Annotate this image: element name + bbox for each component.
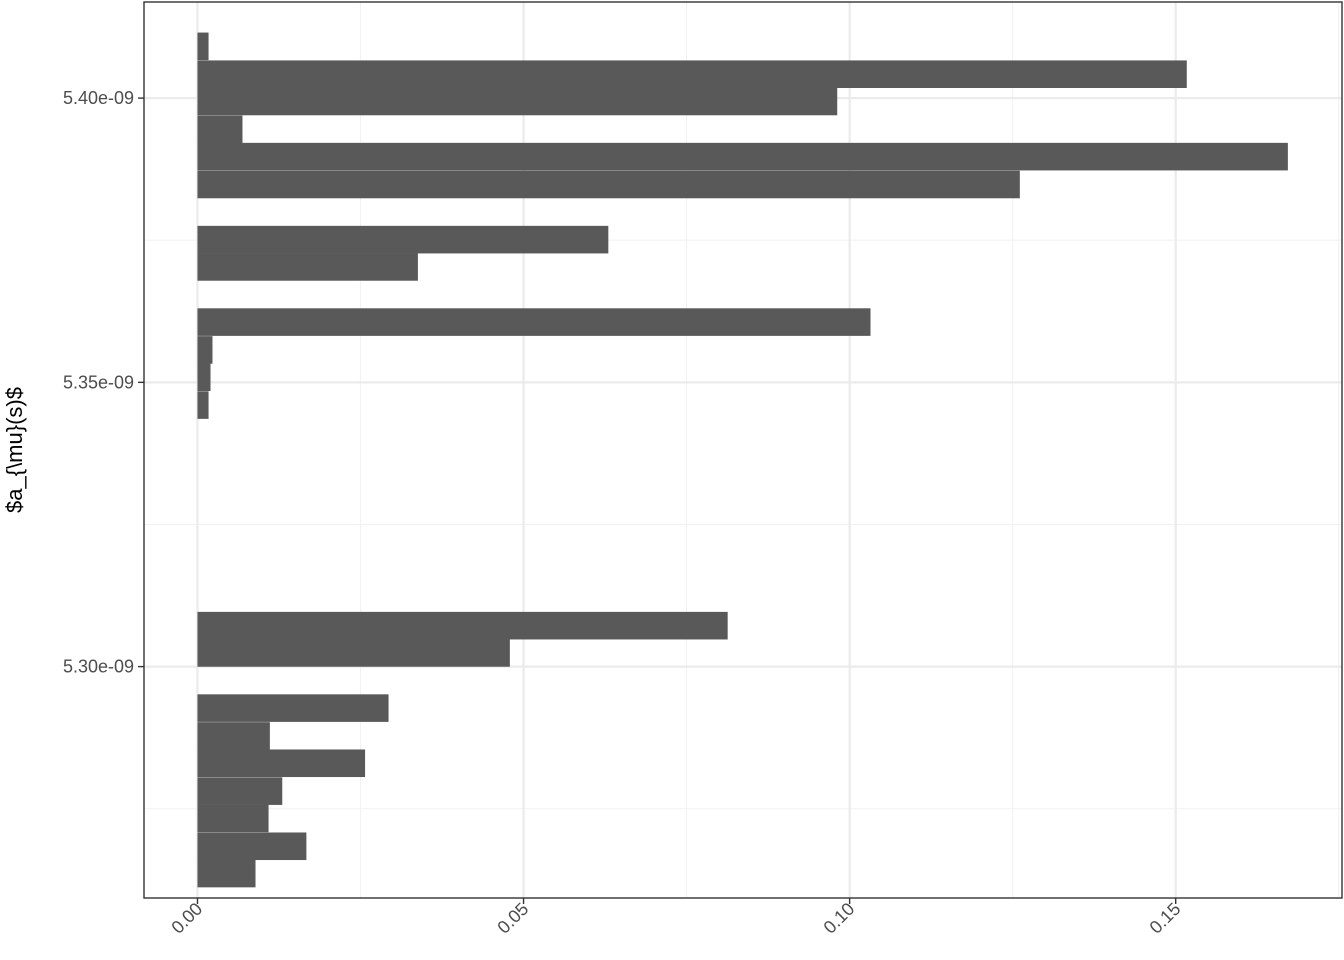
x-axis-ticks: 0.00 0.05 0.10 0.15	[167, 898, 1185, 938]
histogram-bar	[197, 32, 209, 61]
panel-border	[143, 1, 1343, 899]
histogram-bar	[197, 391, 209, 419]
y-axis-title: $a_{\mu}(s)$	[2, 387, 27, 513]
histogram-bar	[197, 694, 389, 722]
histogram-bar	[197, 611, 728, 640]
histogram-bar	[197, 87, 838, 116]
histogram-bar	[197, 115, 243, 144]
histogram-bar	[197, 749, 366, 778]
x-tick-label: 0.15	[1146, 899, 1185, 938]
histogram-bar	[197, 60, 1187, 88]
x-tick-label: 0.00	[167, 899, 206, 938]
y-tick-label: 5.40e-09	[63, 88, 134, 108]
histogram-bar	[197, 777, 283, 805]
y-axis-ticks: 5.30e-09 5.35e-09 5.40e-09	[63, 88, 144, 677]
histogram-bar	[197, 722, 270, 750]
histogram-bar	[197, 832, 307, 861]
histogram-bar	[197, 804, 269, 833]
histogram-bar	[197, 170, 1020, 199]
y-tick-label: 5.30e-09	[63, 657, 134, 677]
y-tick-label: 5.35e-09	[63, 372, 134, 392]
histogram-bar	[197, 308, 871, 336]
histogram-bar	[197, 142, 1288, 171]
histogram-bars	[197, 32, 1288, 888]
histogram-bar	[197, 639, 510, 667]
histogram-bar	[197, 363, 211, 392]
histogram-bar	[197, 859, 256, 888]
x-tick-label: 0.10	[820, 899, 859, 938]
histogram-bar	[197, 253, 418, 281]
histogram-bar	[197, 336, 213, 364]
histogram-bar	[197, 225, 609, 254]
x-tick-label: 0.05	[493, 899, 532, 938]
